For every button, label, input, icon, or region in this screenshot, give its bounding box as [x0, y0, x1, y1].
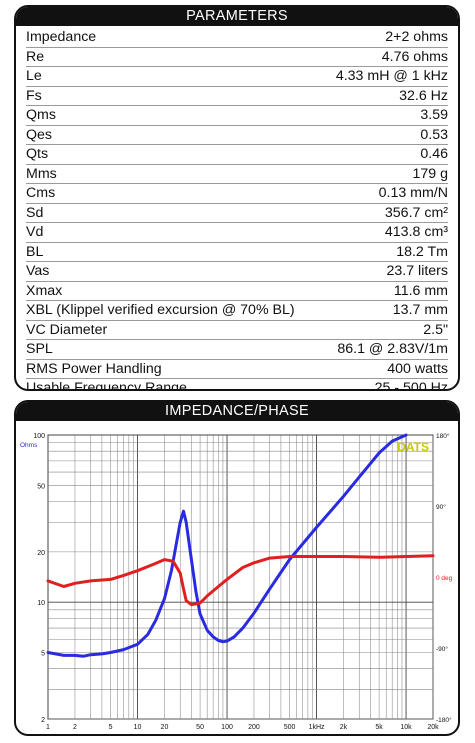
param-value: 0.53	[420, 126, 448, 143]
param-value: 0.13 mm/N	[378, 185, 448, 202]
x-tick-label: 10	[134, 724, 142, 731]
param-value: 0.46	[420, 146, 448, 163]
x-tick-label: 100	[221, 724, 233, 731]
param-value: 23.7 liters	[386, 263, 448, 280]
impedance-phase-chart: 1 2 5 10 20 50 100 200 500 1kHz 2k 5k 10k 20k10050201…	[20, 432, 453, 731]
x-tick-label: 5k	[375, 724, 383, 731]
param-label: Mms	[26, 165, 57, 182]
param-row: SPL 86.1 @ 2.83V/1m	[26, 340, 448, 360]
param-row: Qes 0.53	[26, 126, 448, 145]
param-label: SPL	[26, 341, 53, 358]
param-label: Fs	[26, 87, 42, 104]
x-tick-label: 50	[196, 724, 204, 731]
x-tick-label: 10k	[400, 724, 412, 731]
param-label: BL	[26, 243, 44, 260]
dats-watermark: DATS	[397, 440, 429, 454]
param-row: Re 4.76 ohms	[26, 48, 448, 67]
param-row: XBL (Klippel verified excursion @ 70% BL…	[26, 301, 448, 321]
y-axis-label: Ohms	[20, 442, 38, 449]
y-tick-label: 5	[41, 650, 45, 657]
impedance-curve	[46, 433, 408, 658]
y-tick-label: 10	[37, 600, 45, 607]
chart-title: IMPEDANCE/PHASE	[16, 402, 458, 421]
x-tick-label: 500	[284, 724, 296, 731]
param-value: 3.59	[420, 107, 448, 124]
param-row: Impedance 2+2 ohms	[26, 28, 448, 48]
x-tick-label: 5	[109, 724, 113, 731]
x-tick-label: 20	[161, 724, 169, 731]
param-value: 25 - 500 Hz	[374, 380, 448, 391]
param-value: 4.76 ohms	[381, 48, 448, 65]
param-row: RMS Power Handling 400 watts	[26, 360, 448, 379]
param-row: Vd 413.8 cm³	[26, 223, 448, 243]
parameters-title: PARAMETERS	[16, 7, 458, 26]
param-label: Sd	[26, 204, 44, 221]
param-label: Le	[26, 68, 42, 85]
impedance-phase-panel: IMPEDANCE/PHASE 1 2 5 10 20 50 100 200 500 1kHz 2k…	[14, 400, 460, 736]
param-row: Sd 356.7 cm²	[26, 204, 448, 223]
parameters-table: Impedance 2+2 ohms Re 4.76 ohms Le 4.33 mH @ …	[16, 26, 458, 391]
param-label: Xmax	[26, 282, 63, 299]
x-tick-label: 1	[46, 724, 50, 731]
x-tick-label: 1kHz	[309, 724, 325, 731]
param-value: 413.8 cm³	[384, 224, 448, 241]
param-row: Usable Frequency Range 25 - 500 Hz	[26, 379, 448, 391]
param-label: Qes	[26, 126, 53, 143]
param-value: 4.33 mH @ 1 kHz	[335, 68, 448, 85]
param-value: 2+2 ohms	[385, 29, 448, 46]
param-label: Impedance	[26, 29, 97, 46]
param-row: Mms 179 g	[26, 165, 448, 184]
param-row: Qts 0.46	[26, 145, 448, 165]
param-label: Cms	[26, 185, 56, 202]
param-row: Xmax 11.6 mm	[26, 282, 448, 301]
x-tick-label: 200	[248, 724, 260, 731]
param-value: 32.6 Hz	[399, 87, 448, 104]
param-value: 11.6 mm	[393, 282, 448, 299]
param-label: Vd	[26, 224, 44, 241]
y2-tick-label: -90°	[436, 645, 448, 653]
param-label: XBL (Klippel verified excursion @ 70% BL…	[26, 302, 295, 319]
x-tick-label: 20k	[427, 724, 439, 731]
param-value: 400 watts	[387, 360, 448, 377]
parameters-panel: PARAMETERS Impedance 2+2 ohms Re 4.76 ohms L…	[14, 5, 460, 391]
phase-curve	[46, 554, 435, 607]
y-tick-label: 100	[33, 433, 45, 440]
param-value: 18.2 Tm	[396, 243, 448, 260]
y-tick-label: 50	[37, 483, 45, 490]
param-label: Vas	[26, 263, 50, 280]
param-row: Qms 3.59	[26, 106, 448, 126]
param-label: Qts	[26, 146, 49, 163]
y2-tick-label: 0 deg	[436, 575, 453, 582]
param-label: Qms	[26, 107, 56, 124]
param-label: RMS Power Handling	[26, 360, 162, 377]
y2-tick-label: 90°	[436, 503, 446, 511]
param-value: 356.7 cm²	[384, 204, 448, 221]
param-row: Vas 23.7 liters	[26, 262, 448, 282]
param-row: BL 18.2 Tm	[26, 243, 448, 262]
plot-area	[47, 434, 434, 720]
x-tick-label: 2k	[340, 724, 348, 731]
param-value: 86.1 @ 2.83V/1m	[337, 341, 448, 358]
param-row: Fs 32.6 Hz	[26, 87, 448, 106]
y2-tick-label: -180°	[436, 716, 452, 724]
y2-tick-label: 180°	[436, 432, 450, 440]
param-value: 2.5"	[423, 321, 448, 338]
y-tick-label: 2	[41, 717, 45, 724]
param-label: Usable Frequency Range	[26, 380, 187, 391]
param-label: VC Diameter	[26, 321, 108, 338]
param-value: 179 g	[412, 165, 448, 182]
param-row: VC Diameter 2.5"	[26, 321, 448, 340]
x-tick-label: 2	[73, 724, 77, 731]
param-row: Cms 0.13 mm/N	[26, 184, 448, 204]
y-tick-label: 20	[37, 550, 45, 557]
param-value: 13.7 mm	[392, 302, 448, 319]
param-label: Re	[26, 48, 45, 65]
param-row: Le 4.33 mH @ 1 kHz	[26, 67, 448, 87]
